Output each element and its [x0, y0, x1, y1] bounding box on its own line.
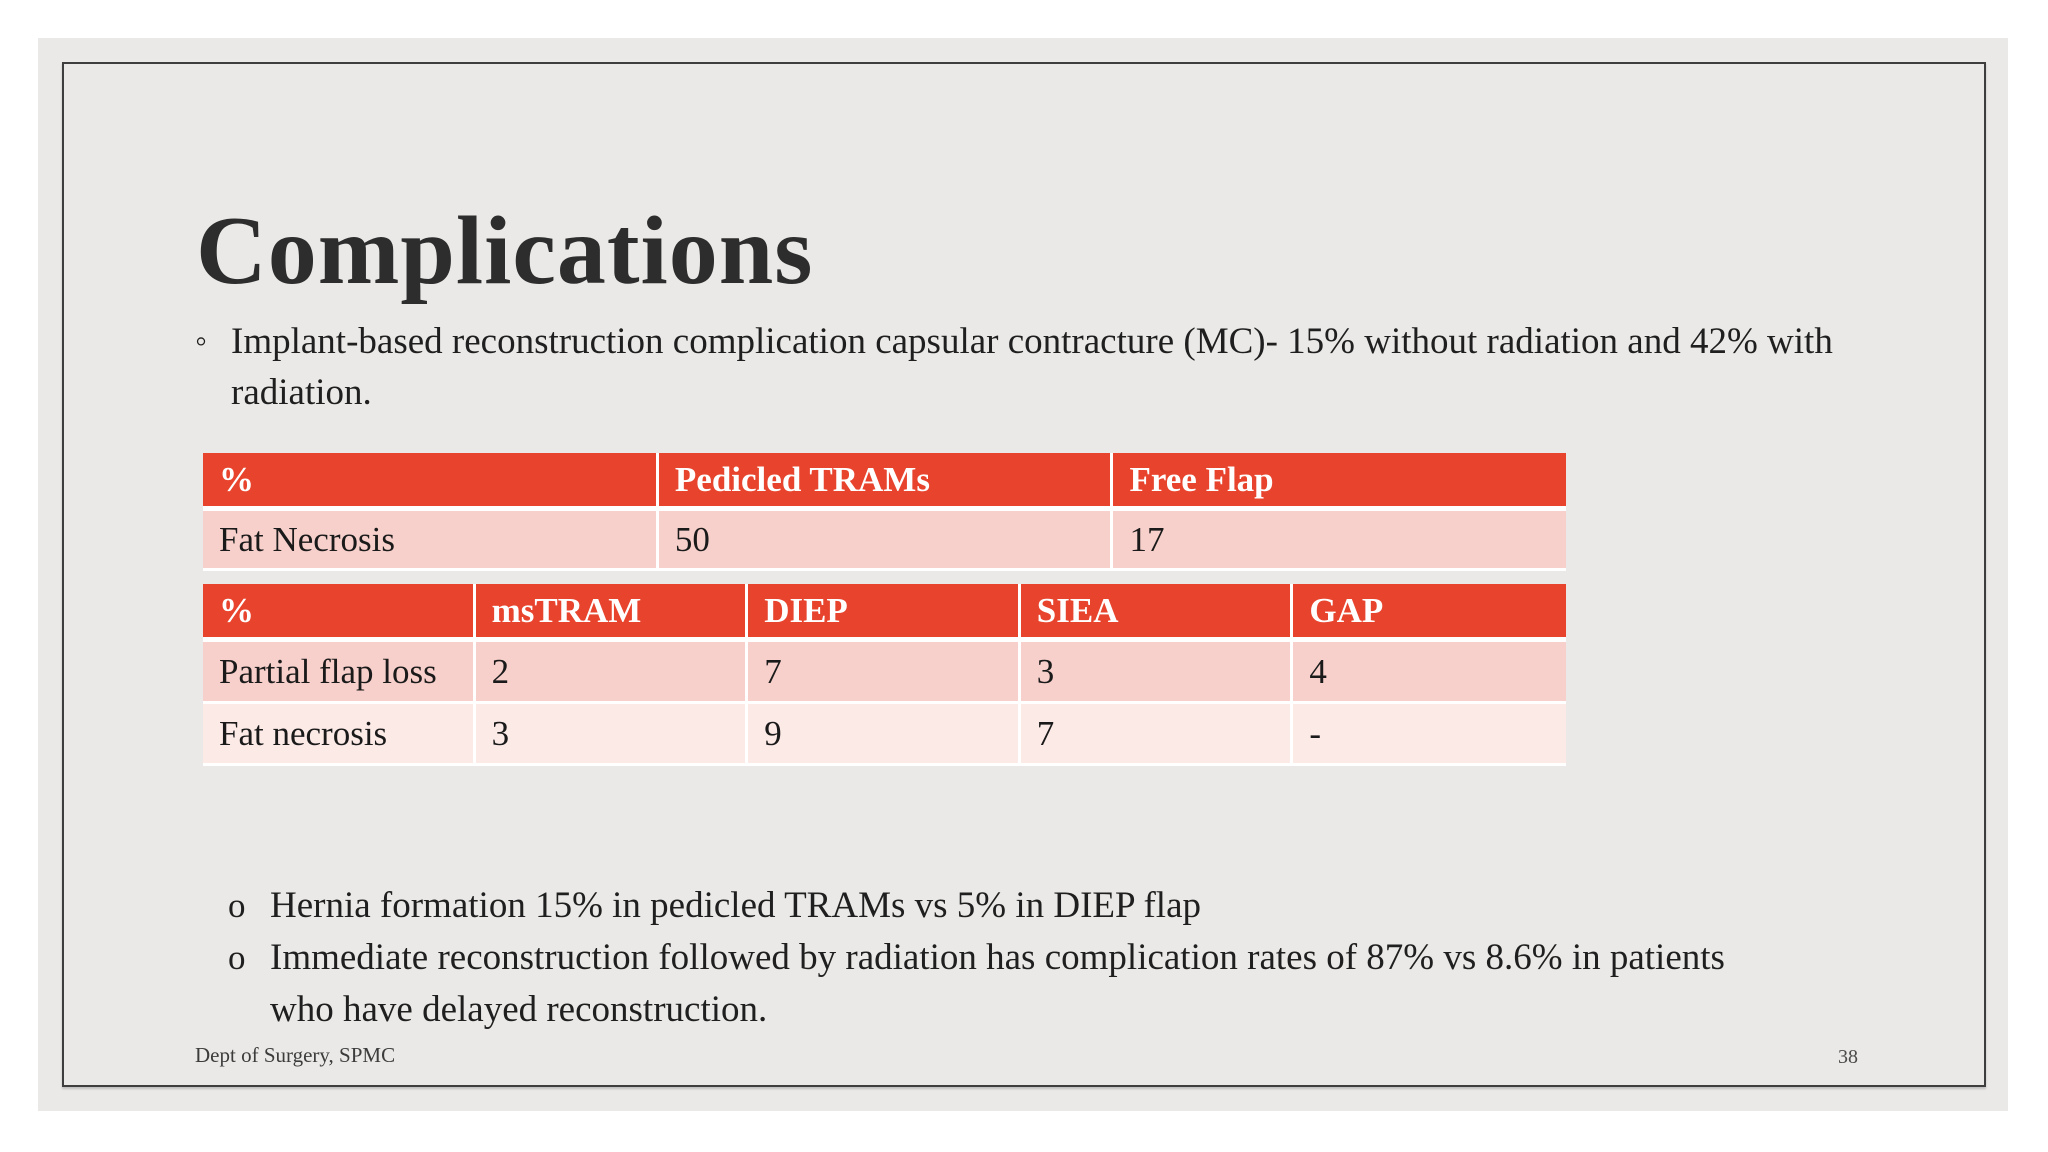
sub-bullet-immediate-reconstruction: o Immediate reconstruction followed by r…	[228, 932, 1748, 1036]
sub-bullet-list: o Hernia formation 15% in pedicled TRAMs…	[228, 880, 1748, 1036]
table-cell: -	[1293, 704, 1566, 766]
bullet-implant-complication: ◦ Implant-based reconstruction complicat…	[195, 316, 1875, 418]
table-cell: 3	[1020, 642, 1294, 704]
table-cell: Fat Necrosis	[203, 511, 659, 571]
table-flap-types-complications: % msTRAM DIEP SIEA GAP Partial flap loss…	[203, 584, 1566, 766]
slide-title: Complications	[196, 197, 814, 305]
table-row: Fat Necrosis 50 17	[203, 511, 1566, 571]
sub-bullet-hernia: o Hernia formation 15% in pedicled TRAMs…	[228, 880, 1748, 932]
table-header-cell: Free Flap	[1113, 453, 1566, 511]
table-header-cell: GAP	[1293, 584, 1566, 642]
table-row: Partial flap loss 2 7 3 4	[203, 642, 1566, 704]
table-header-cell: msTRAM	[475, 584, 749, 642]
table-cell: 50	[658, 511, 1114, 571]
table-pedicled-vs-free-flap: % Pedicled TRAMs Free Flap Fat Necrosis …	[203, 453, 1566, 571]
table-header-cell: SIEA	[1020, 584, 1294, 642]
table-header-cell: %	[203, 453, 659, 511]
table-cell: 7	[748, 642, 1021, 704]
table-header-cell: %	[203, 584, 476, 642]
table-cell: Fat necrosis	[203, 704, 476, 766]
table-cell: 4	[1293, 642, 1566, 704]
presentation-slide: Complications ◦ Implant-based reconstruc…	[38, 38, 2008, 1111]
table-header-cell: DIEP	[748, 584, 1021, 642]
sub-bullet-text: Hernia formation 15% in pedicled TRAMs v…	[270, 885, 1201, 926]
sub-bullet-marker-icon: o	[228, 886, 246, 925]
footer-department-label: Dept of Surgery, SPMC	[195, 1043, 396, 1067]
table-cell: 9	[748, 704, 1021, 766]
table-cell: 3	[475, 704, 749, 766]
table-cell: Partial flap loss	[203, 642, 476, 704]
slide-page-number: 38	[1838, 1046, 1858, 1068]
table-header-row: % msTRAM DIEP SIEA GAP	[203, 584, 1566, 642]
table-row: Fat necrosis 3 9 7 -	[203, 704, 1566, 766]
table-header-cell: Pedicled TRAMs	[658, 453, 1114, 511]
table-cell: 2	[475, 642, 749, 704]
sub-bullet-marker-icon: o	[228, 938, 246, 977]
bullet-text: Implant-based reconstruction complicatio…	[231, 321, 1833, 413]
table-cell: 7	[1020, 704, 1294, 766]
table-cell: 17	[1113, 511, 1566, 571]
sub-bullet-text: Immediate reconstruction followed by rad…	[270, 937, 1725, 1030]
bullet-marker-icon: ◦	[195, 323, 208, 360]
table-header-row: % Pedicled TRAMs Free Flap	[203, 453, 1566, 511]
